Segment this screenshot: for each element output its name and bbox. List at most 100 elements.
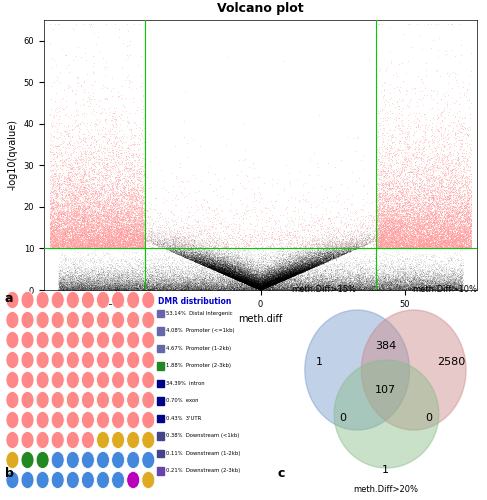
Point <box>441 238 449 246</box>
Point <box>300 264 307 272</box>
Point <box>450 284 457 292</box>
Point <box>312 256 320 264</box>
Point <box>269 280 277 287</box>
Point <box>395 282 403 290</box>
Point <box>190 286 198 294</box>
Point <box>325 253 333 261</box>
Point <box>335 248 342 256</box>
Point <box>453 211 461 219</box>
Point <box>458 286 466 294</box>
Point <box>76 279 84 287</box>
Point <box>332 284 339 292</box>
Point <box>226 272 234 280</box>
Point <box>412 282 419 290</box>
Point <box>131 226 139 234</box>
Point <box>231 268 239 276</box>
Point <box>238 276 246 284</box>
Point <box>198 266 206 274</box>
Point <box>87 209 95 217</box>
Point <box>402 236 410 244</box>
Point <box>160 276 168 284</box>
Point <box>255 279 263 287</box>
Point <box>198 258 206 266</box>
Point <box>318 284 326 292</box>
Point <box>225 280 233 288</box>
Point <box>91 262 98 270</box>
Point <box>292 281 300 289</box>
Point <box>338 247 346 255</box>
Point <box>334 247 341 255</box>
Point <box>134 223 142 231</box>
Point <box>277 244 284 252</box>
Point <box>464 204 471 212</box>
Point <box>230 272 238 280</box>
Point <box>242 284 250 292</box>
Point <box>80 284 88 292</box>
Point <box>239 276 246 284</box>
Point <box>316 272 323 280</box>
Point <box>440 278 448 285</box>
Point <box>208 256 216 264</box>
Point <box>103 96 111 104</box>
Point <box>208 253 216 261</box>
Point <box>204 261 211 269</box>
Point <box>236 264 244 272</box>
Point <box>325 251 333 259</box>
Point <box>266 262 274 270</box>
Point <box>177 272 185 280</box>
Point <box>452 160 460 168</box>
Point <box>369 222 376 230</box>
Point <box>372 274 380 282</box>
Point <box>198 278 206 286</box>
Point <box>75 273 83 281</box>
Point <box>293 268 300 276</box>
Point <box>406 230 414 237</box>
Point <box>219 264 226 272</box>
Point <box>123 210 131 218</box>
Point <box>260 284 267 292</box>
Point <box>262 284 270 292</box>
Point <box>230 264 238 272</box>
Point <box>109 215 117 223</box>
Point <box>198 254 206 262</box>
Point <box>245 270 253 278</box>
Point <box>263 277 271 285</box>
Point <box>317 272 324 280</box>
Point <box>70 230 78 237</box>
Point <box>203 277 211 285</box>
Point <box>366 200 374 207</box>
Point <box>79 216 87 224</box>
Point <box>376 285 384 293</box>
Point <box>299 264 306 272</box>
Point <box>412 202 420 210</box>
Point <box>258 282 265 290</box>
Point <box>217 268 225 276</box>
Point <box>93 206 100 214</box>
Point <box>401 201 409 209</box>
Point <box>103 280 111 288</box>
Point <box>63 275 71 283</box>
Point <box>334 282 341 290</box>
Point <box>125 272 133 280</box>
Point <box>129 240 136 248</box>
Point <box>240 274 248 282</box>
Point <box>379 266 387 274</box>
Point <box>355 274 363 282</box>
Point <box>260 270 267 278</box>
Point <box>173 258 181 266</box>
Point <box>148 266 156 274</box>
Point <box>279 276 287 284</box>
Point <box>394 254 402 262</box>
Point <box>198 260 206 268</box>
Point <box>59 273 67 281</box>
Point <box>246 272 254 280</box>
Point <box>264 282 272 290</box>
Point <box>141 280 149 288</box>
Point <box>117 241 125 249</box>
Point <box>225 278 233 286</box>
Point <box>316 259 324 267</box>
Point <box>432 276 440 284</box>
Point <box>175 195 183 203</box>
Point <box>221 283 229 291</box>
Point <box>269 268 277 276</box>
